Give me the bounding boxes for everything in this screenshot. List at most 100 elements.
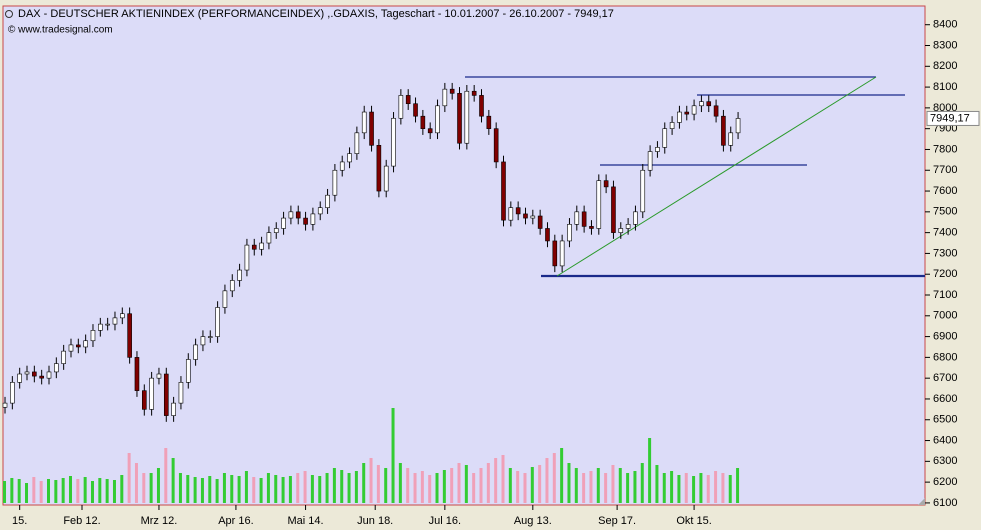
volume-bar (156, 468, 160, 503)
volume-bar (362, 463, 366, 503)
volume-bar (252, 477, 256, 503)
candle-body (215, 307, 220, 337)
volume-bar (164, 448, 168, 503)
candle-body (523, 213, 528, 219)
volume-bar (200, 478, 204, 503)
volume-bar (127, 453, 131, 503)
y-tick-label: 6200 (933, 476, 957, 488)
volume-bar (450, 468, 454, 503)
y-tick-label: 7100 (933, 289, 957, 301)
volume-bar (420, 471, 424, 503)
volume-bar (266, 473, 270, 503)
candle-body (735, 118, 741, 134)
y-tick-label: 7600 (933, 185, 957, 197)
volume-bar (501, 455, 505, 503)
candle-body (567, 224, 572, 242)
candle-body (90, 330, 96, 342)
y-tick-label: 7200 (933, 268, 957, 280)
candle-body (442, 88, 448, 107)
candle-body (537, 215, 543, 229)
candle-body (325, 194, 330, 208)
y-tick-label: 8400 (933, 19, 957, 31)
candle-body (120, 313, 125, 319)
candle-body (684, 111, 690, 115)
volume-bar (684, 473, 688, 503)
volume-bar (171, 458, 175, 503)
volume-bar (325, 473, 329, 503)
volume-bar (384, 468, 388, 503)
candle-body (420, 115, 426, 129)
candle-body (200, 336, 206, 346)
y-tick-label: 8000 (933, 102, 957, 114)
candle-body (273, 228, 279, 233)
volume-bar (90, 481, 94, 503)
candle-body (603, 180, 609, 188)
volume-bar (10, 478, 14, 503)
volume-bar (677, 475, 681, 503)
volume-bar (472, 473, 476, 503)
candle-body (376, 145, 382, 192)
volume-bar (310, 475, 314, 503)
volume-bar (186, 475, 190, 503)
volume-bar (516, 471, 520, 503)
volume-bar (193, 477, 197, 503)
candle-body (581, 211, 587, 227)
volume-bar (259, 478, 263, 503)
volume-bar (347, 473, 351, 503)
y-tick-label: 7500 (933, 206, 957, 218)
candle-body (17, 373, 22, 383)
candle-body (545, 228, 550, 242)
x-tick-label: Mai 14. (288, 515, 324, 527)
volume-bar (640, 463, 644, 503)
candle-body (354, 132, 360, 154)
candle-body (369, 111, 374, 146)
volume-bar (46, 479, 50, 503)
volume-bar (560, 448, 564, 503)
y-tick-label: 6400 (933, 434, 957, 446)
y-tick-label: 7700 (933, 164, 957, 176)
volume-bar (479, 468, 483, 503)
candle-body (530, 215, 536, 219)
candle-body (24, 371, 30, 375)
candle-body (156, 373, 162, 379)
candle-body (193, 344, 198, 360)
volume-bar (692, 476, 696, 503)
candle-body (669, 122, 675, 129)
volume-bar (596, 468, 600, 503)
candle-body (486, 115, 492, 129)
volume-bar (178, 473, 182, 503)
volume-bar (391, 408, 395, 503)
candle-body (435, 105, 440, 134)
candle-body (713, 105, 719, 117)
candle-body (10, 382, 15, 404)
volume-bar (538, 465, 542, 503)
volume-bar (633, 471, 637, 503)
volume-bar (105, 479, 109, 503)
candles (2, 82, 741, 422)
candle-body (405, 95, 411, 105)
x-tick-label: Sep 17. (598, 515, 636, 527)
y-tick-label: 6600 (933, 393, 957, 405)
candle-body (32, 371, 37, 377)
x-tick-label: Feb 12. (63, 515, 100, 527)
candle-body (229, 280, 235, 292)
candle-body (457, 93, 462, 144)
volume-bar (611, 465, 615, 503)
y-tick-label: 8100 (933, 81, 957, 93)
volume-bar (508, 468, 512, 503)
x-tick-label: Okt 15. (676, 515, 711, 527)
volume-bar (54, 480, 58, 503)
chart-title: DAX - DEUTSCHER AKTIENINDEX (PERFORMANCE… (18, 8, 614, 20)
volume-bar (237, 476, 241, 503)
candle-body (332, 169, 338, 196)
candle-body (39, 375, 44, 379)
candle-body (259, 242, 264, 250)
y-tick-label: 7300 (933, 247, 957, 259)
title-icon (5, 10, 13, 18)
volume-bar (68, 476, 72, 503)
candle-body (112, 317, 118, 325)
volume-bar (728, 475, 732, 503)
candle-body (339, 161, 345, 171)
volume-bar (398, 463, 402, 503)
volume-bar (662, 473, 666, 503)
